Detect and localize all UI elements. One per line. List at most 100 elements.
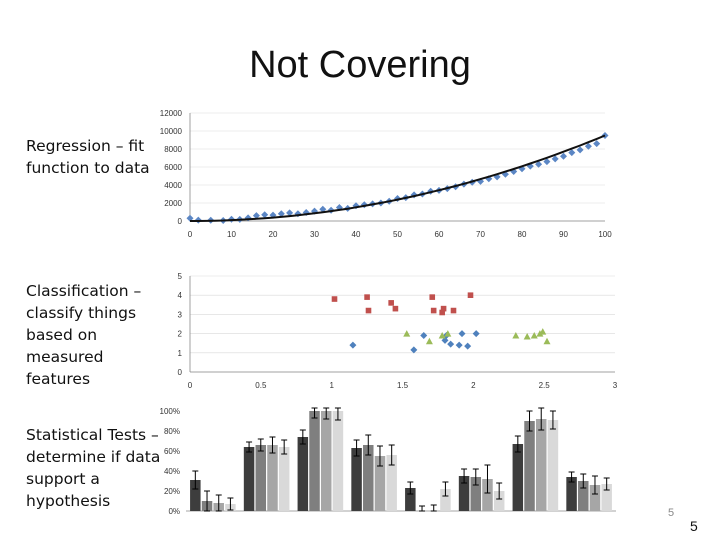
bar xyxy=(278,447,290,511)
bar xyxy=(309,411,320,511)
x-tick-label: 80 xyxy=(518,230,527,239)
class-point xyxy=(349,341,357,349)
data-point xyxy=(252,212,260,220)
class-point xyxy=(539,328,547,335)
bar xyxy=(351,448,362,511)
bar xyxy=(512,444,524,511)
class-point xyxy=(450,307,457,314)
data-point xyxy=(560,152,567,160)
bar xyxy=(297,437,309,511)
bar xyxy=(482,479,493,511)
class-point xyxy=(429,294,436,300)
bar xyxy=(332,411,344,511)
fit-line xyxy=(190,134,606,222)
bar xyxy=(566,477,577,511)
class-point xyxy=(455,341,463,349)
x-tick-label: 30 xyxy=(310,230,319,239)
x-tick-label: 2.5 xyxy=(539,381,551,390)
class-point xyxy=(430,307,437,314)
data-point xyxy=(576,146,584,154)
data-point xyxy=(584,142,592,150)
page-number-large: 5 xyxy=(690,518,698,534)
bar xyxy=(405,488,416,511)
class-point xyxy=(364,294,370,300)
data-point xyxy=(551,155,559,163)
bar xyxy=(363,445,374,511)
class-point xyxy=(536,330,544,337)
bar xyxy=(243,447,255,511)
class-point xyxy=(512,332,520,339)
y-tick-label: 4000 xyxy=(164,181,182,190)
class-point xyxy=(464,342,472,350)
bar xyxy=(535,419,547,511)
class-point xyxy=(403,330,411,337)
y-tick-label: 0 xyxy=(178,217,183,226)
statistical-tests-label: Statistical Tests – determine if data su… xyxy=(26,426,161,510)
bar xyxy=(578,481,589,511)
regression-label: Regression – fit function to data xyxy=(26,137,150,177)
x-tick-label: 1.5 xyxy=(397,381,409,390)
classification-label: Classification – classify things based o… xyxy=(26,282,142,388)
class-point xyxy=(331,296,338,302)
y-tick-label: 6000 xyxy=(164,163,182,172)
x-tick-label: 10 xyxy=(227,230,236,239)
data-point xyxy=(568,149,576,157)
y-tick-label: 1 xyxy=(178,349,183,358)
x-tick-label: 60 xyxy=(435,230,444,239)
class-point xyxy=(439,309,445,316)
data-point xyxy=(261,211,269,219)
data-point xyxy=(543,158,551,166)
x-tick-label: 0.5 xyxy=(255,381,267,390)
y-tick-label: 12000 xyxy=(160,109,183,118)
class-point xyxy=(444,330,452,337)
x-tick-label: 0 xyxy=(188,230,193,239)
x-tick-label: 3 xyxy=(613,381,618,390)
y-tick-label: 40% xyxy=(164,467,180,476)
data-point xyxy=(277,210,285,218)
y-tick-label: 3 xyxy=(178,310,183,319)
x-tick-label: 50 xyxy=(393,230,402,239)
y-tick-label: 100% xyxy=(160,407,180,416)
x-tick-label: 40 xyxy=(352,230,361,239)
class-point xyxy=(440,305,447,312)
x-tick-label: 90 xyxy=(559,230,568,239)
class-point xyxy=(523,332,531,340)
bar xyxy=(524,421,535,511)
y-tick-label: 80% xyxy=(164,427,180,436)
data-point xyxy=(535,160,543,168)
y-tick-label: 0 xyxy=(178,368,183,377)
y-tick-label: 10000 xyxy=(160,127,183,136)
bar xyxy=(386,455,397,511)
class-point xyxy=(458,330,466,338)
bar xyxy=(374,456,386,511)
bar xyxy=(267,445,278,511)
bar xyxy=(589,485,601,511)
y-tick-label: 20% xyxy=(164,487,180,496)
class-point xyxy=(410,346,418,354)
class-point xyxy=(365,307,372,314)
data-point xyxy=(593,140,601,148)
bar xyxy=(601,484,612,511)
class-point xyxy=(392,305,399,312)
y-tick-label: 5 xyxy=(178,272,183,281)
class-point xyxy=(543,337,551,345)
x-tick-label: 0 xyxy=(188,381,193,390)
bar xyxy=(190,480,201,511)
y-tick-label: 2000 xyxy=(164,199,182,208)
class-point xyxy=(467,292,474,298)
class-point xyxy=(420,332,428,340)
x-tick-label: 70 xyxy=(476,230,485,239)
x-tick-label: 20 xyxy=(269,230,278,239)
bar xyxy=(493,491,505,511)
data-point xyxy=(286,209,294,217)
bar xyxy=(458,476,470,511)
page-number-small: 5 xyxy=(668,507,675,519)
y-tick-label: 60% xyxy=(164,447,180,456)
class-point xyxy=(472,330,480,338)
y-tick-label: 0% xyxy=(168,507,180,516)
bar xyxy=(255,445,267,511)
y-tick-label: 8000 xyxy=(164,145,182,154)
class-point xyxy=(438,332,446,339)
slide-title: Not Covering xyxy=(249,44,471,86)
y-tick-label: 4 xyxy=(178,291,183,300)
